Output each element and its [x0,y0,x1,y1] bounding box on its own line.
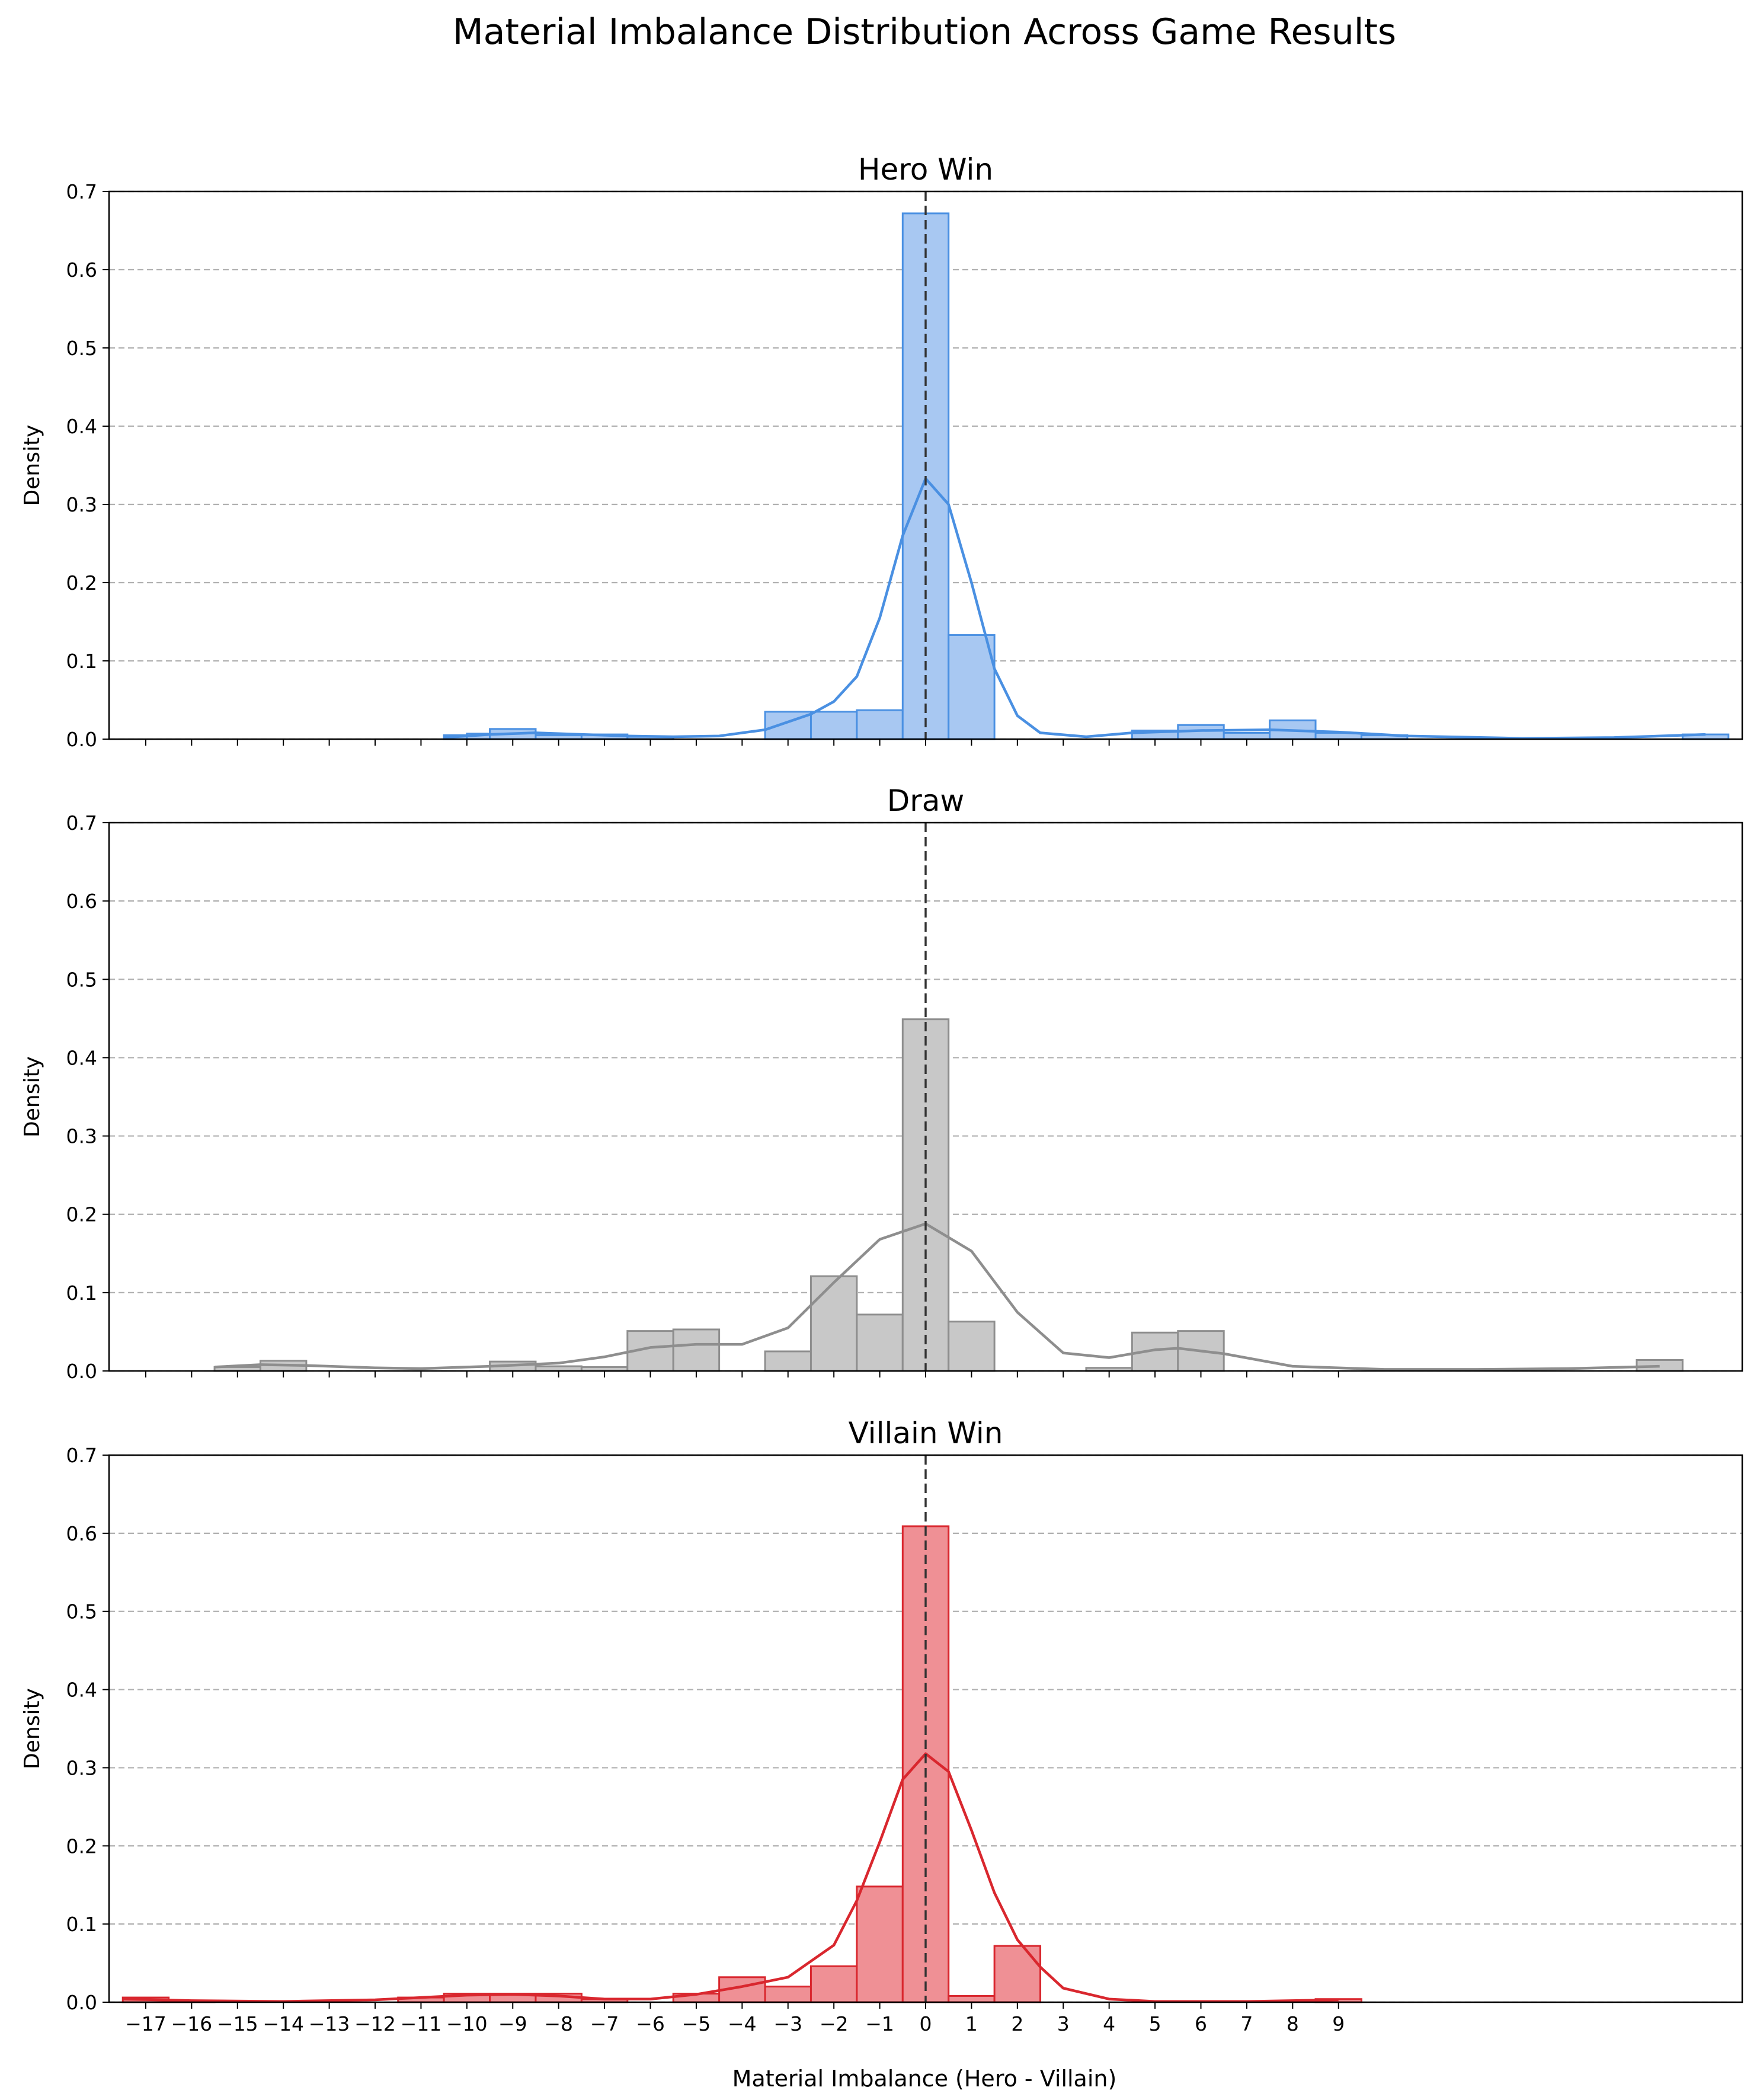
x-tick-label: −9 [498,2012,527,2035]
x-tick-label: 8 [1287,2012,1299,2035]
histogram-bar [764,1986,812,2003]
x-tick-label: −8 [544,2012,573,2035]
x-tick-label: −2 [820,2012,849,2035]
x-tick-label: 5 [1149,2012,1161,2035]
x-tick-label: −4 [728,2012,757,2035]
y-axis-label: Density [20,425,44,506]
x-tick-label: −14 [263,2012,304,2035]
panel-title: Villain Win [849,1416,1003,1450]
y-tick-label: 0.1 [66,1281,97,1305]
histogram-bar [856,1885,904,2003]
y-tick-label: 0.7 [66,811,97,835]
kde-curve [123,1752,1339,2003]
y-tick-label: 0.3 [66,1756,97,1779]
y-axis-label: Density [20,1056,44,1137]
histogram-bar [948,634,996,740]
y-tick-label: 0.7 [66,1444,97,1467]
x-tick-label: −16 [171,2012,213,2035]
y-tick-label: 0.0 [66,728,97,751]
y-tick-label: 0.5 [66,1600,97,1623]
y-tick-label: 0.4 [66,1046,97,1069]
y-tick-label: 0.3 [66,1125,97,1148]
x-tick-label: 4 [1103,2012,1115,2035]
y-tick-label: 0.2 [66,571,97,594]
kde-curve [214,1222,1660,1371]
histogram-bar [672,1328,721,1372]
x-tick-label: −17 [125,2012,167,2035]
x-tick-label: 7 [1240,2012,1253,2035]
y-tick-label: 0.1 [66,650,97,673]
y-tick-label: 0.2 [66,1834,97,1858]
x-tick-label: −11 [401,2012,442,2035]
y-tick-label: 0.6 [66,258,97,282]
x-tick-label: −6 [636,2012,665,2035]
histogram-bar [856,1313,904,1372]
y-tick-label: 0.6 [66,890,97,913]
x-tick-label: 6 [1195,2012,1207,2035]
panel-title: Hero Win [858,152,993,187]
y-tick-label: 0.4 [66,1679,97,1702]
histogram-bar [948,1994,996,2003]
histogram-bar [948,1321,996,1372]
histogram-bar [809,711,858,740]
panel-villain-win: 0.00.10.20.30.40.50.60.7−17 −16 −15 −14 −13−… [20,1416,1743,2035]
y-tick-label: 0.0 [66,1360,97,1383]
x-tick-label: 0 [920,2012,932,2035]
y-tick-label: 0.3 [66,493,97,516]
panel-hero-win: 0.0 0.1 0.2 0.3 0.4 0.5 0.6 0.7 Hero Win Density [20,152,1743,751]
x-tick-label: −3 [773,2012,802,2035]
histogram-bar [856,709,904,740]
histogram-bar [764,1350,812,1372]
y-tick-label: 0.5 [66,337,97,360]
x-tick-label: −5 [682,2012,711,2035]
x-tick-label: 2 [1011,2012,1023,2035]
y-tick-label: 0.6 [66,1522,97,1545]
kde-curve [443,477,1706,740]
histogram-bar [1223,731,1271,740]
x-tick-label: −7 [590,2012,619,2035]
x-tick-label: 9 [1332,2012,1345,2035]
y-tick-label: 0.7 [66,180,97,203]
y-tick-label: 0.2 [66,1203,97,1226]
x-tick-label: −1 [865,2012,894,2035]
x-tick-label: 1 [965,2012,978,2035]
x-axis-label: Material Imbalance (Hero - Villain) [732,2066,1117,2092]
x-tick-label: −15 [217,2012,258,2035]
histogram-bar [993,1945,1042,2003]
panel-title: Draw [887,784,965,818]
y-tick-label: 0.1 [66,1913,97,1936]
x-tick-label: 3 [1057,2012,1070,2035]
x-tick-label: −10 [446,2012,488,2035]
y-tick-label: 0.4 [66,415,97,438]
y-tick-label: 0.0 [66,1991,97,2014]
x-tick-label: −12 [354,2012,396,2035]
histogram-bar [809,1965,858,2003]
histogram-bar [809,1275,858,1372]
figure-title: Material Imbalance Distribution Across G… [453,11,1396,53]
y-tick-label: 0.5 [66,968,97,991]
x-tick-label: −13 [309,2012,350,2035]
panel-draw: 0.0 0.1 0.2 0.3 0.4 0.5 0.6 0.7 Draw Density [20,784,1743,1383]
y-axis-label: Density [20,1688,44,1769]
